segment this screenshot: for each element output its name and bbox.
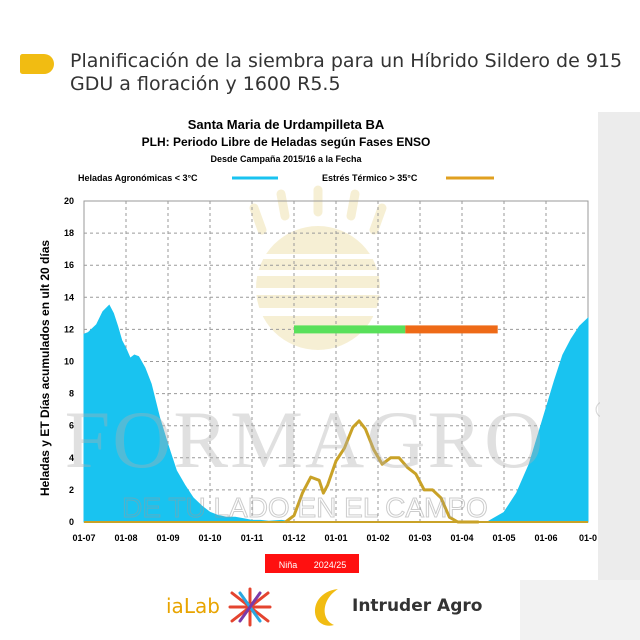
x-tick-label: 01-07: [72, 533, 95, 543]
season-bars: [294, 325, 498, 334]
ialab-logo: iaLab: [166, 594, 220, 618]
x-tick-label: 01-12: [282, 533, 305, 543]
x-tick-label: 01-10: [198, 533, 221, 543]
page-title: Planificación de la siembra para un Híbr…: [70, 50, 623, 95]
y-tick-label: 8: [69, 389, 74, 399]
x-tick-label: 01-02: [366, 533, 389, 543]
chart-subtitle: PLH: Periodo Libre de Heladas según Fase…: [142, 135, 431, 149]
watermark-brand: FORMAGRO: [65, 394, 546, 485]
chart-title: Santa Maria de Urdampilleta BA: [188, 117, 385, 132]
x-tick-label: 01-01: [324, 533, 347, 543]
y-tick-label: 2: [69, 485, 74, 495]
legend-frost-label: Heladas Agronómicas < 3°C: [78, 173, 198, 183]
phase-badge: [265, 554, 359, 573]
watermark-registered: ®: [595, 397, 600, 424]
watermark-sun-icon: [240, 185, 396, 350]
y-tick-label: 14: [64, 292, 74, 302]
y-tick-labels: 0 2 4 6 8 10 12 14 16 18 20: [64, 196, 74, 527]
x-tick-labels: 01-07 01-08 01-09 01-10 01-11 01-12 01-01 01-02…: [72, 533, 597, 543]
x-tick-label: 01-05: [492, 533, 515, 543]
y-tick-label: 20: [64, 196, 74, 206]
y-tick-label: 4: [69, 453, 74, 463]
ialab-star-icon: [228, 587, 272, 627]
x-tick-label: 01-08: [114, 533, 137, 543]
y-tick-label: 10: [64, 357, 74, 367]
legend-heat-label: Estrés Térmico > 35°C: [322, 173, 418, 183]
right-strip: [598, 112, 640, 580]
series-heat-line: [284, 419, 479, 524]
x-tick-label: 01-04: [450, 533, 473, 543]
phase-badge-phase: Niña: [279, 560, 298, 570]
x-tick-label: 01-11: [241, 533, 264, 543]
intruder-logo: Intruder Agro: [352, 596, 483, 616]
x-tick-label: 01-06: [534, 533, 557, 543]
y-tick-label: 0: [69, 517, 74, 527]
x-tick-label: 01-03: [408, 533, 431, 543]
header: Planificación de la siembra para un Híbr…: [0, 0, 640, 110]
y-tick-label: 18: [64, 228, 74, 238]
phase-badge-season: 2024/25: [314, 560, 347, 570]
x-tick-label: 01-09: [156, 533, 179, 543]
watermark-tagline: DE TU LADO EN EL CAMPO: [122, 492, 488, 523]
footer-right-block: [520, 580, 640, 640]
intruder-mark-icon: [314, 589, 338, 626]
chart: Santa Maria de Urdampilleta BA PLH: Peri…: [38, 117, 600, 573]
chart-subsubtitle: Desde Campaña 2015/16 a la Fecha: [210, 154, 362, 164]
y-axis-label: Heladas y ET Días acumulados en ult 20 d…: [38, 240, 52, 496]
y-tick-label: 12: [64, 324, 74, 334]
y-tick-label: 6: [69, 421, 74, 431]
season-bar-orange: [405, 325, 498, 334]
title-bullet-icon: [20, 54, 54, 74]
y-tick-label: 16: [64, 260, 74, 270]
season-bar-green: [294, 325, 406, 334]
series-frost-area: [83, 304, 589, 523]
x-tick-label: 01-0: [579, 533, 597, 543]
